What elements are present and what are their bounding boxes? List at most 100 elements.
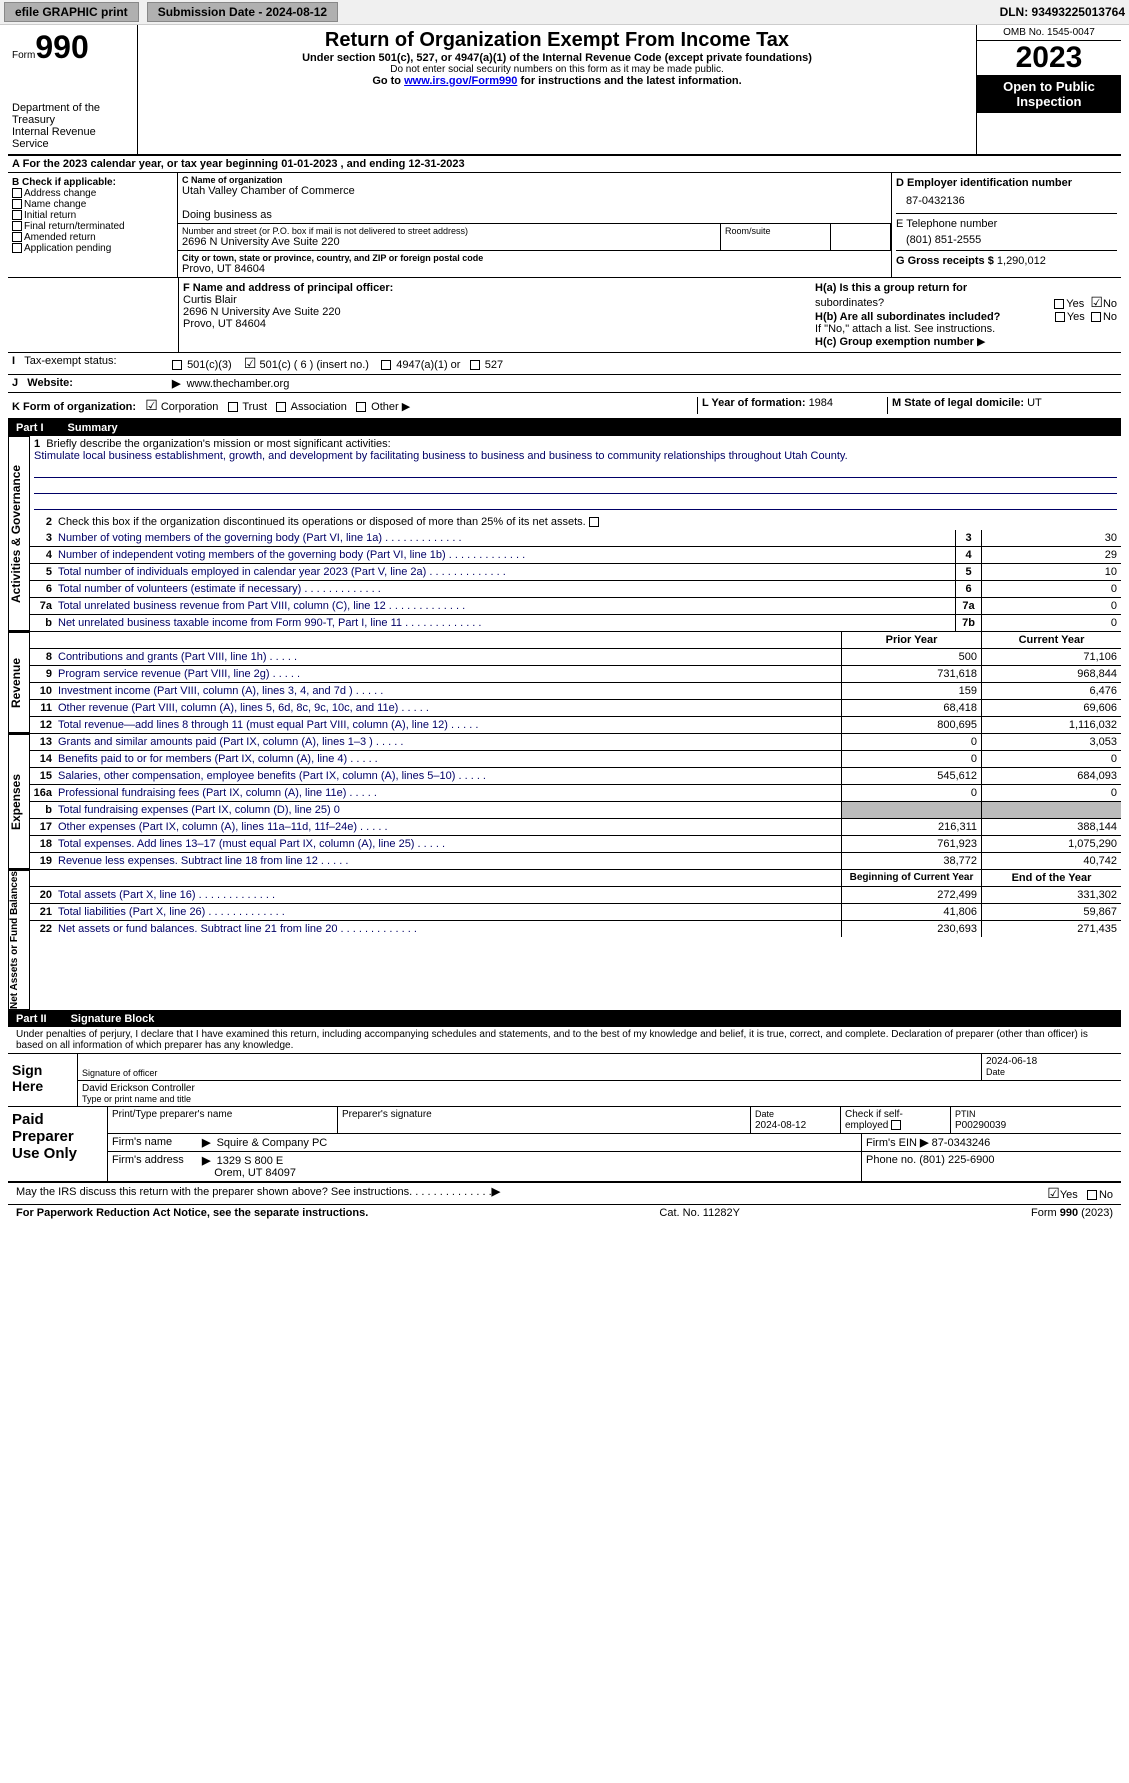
gross-receipts: G Gross receipts $ 1,290,012 (896, 250, 1117, 267)
ha-yes-checkbox[interactable] (1054, 299, 1064, 309)
vtab-activities: Activities & Governance (8, 436, 30, 631)
goto-after: for instructions and the latest informat… (517, 75, 741, 87)
net-header: Beginning of Current Year End of the Yea… (30, 870, 1121, 886)
sig-row2: David Erickson Controller Type or print … (78, 1081, 1121, 1106)
sig-date-value: 2024-06-18 (986, 1056, 1117, 1067)
firm-name-value: Squire & Company PC (217, 1137, 328, 1149)
dba-label: Doing business as (182, 209, 887, 221)
discuss-row: May the IRS discuss this return with the… (8, 1183, 1121, 1204)
room-label: Room/suite (725, 226, 826, 236)
checkbox-final-return[interactable]: Final return/terminated (12, 221, 173, 232)
expense-line: 19Revenue less expenses. Subtract line 1… (30, 852, 1121, 869)
gross-label: G Gross receipts $ (896, 255, 994, 267)
efile-print-button[interactable]: efile GRAPHIC print (4, 2, 139, 22)
checkbox-application-pending[interactable]: Application pending (12, 243, 173, 254)
prep-sig-label: Preparer's signature (338, 1107, 751, 1133)
section-j-row: J Website: ▶ www.thechamber.org (8, 375, 1121, 393)
revenue-line: 9Program service revenue (Part VIII, lin… (30, 665, 1121, 682)
trust-checkbox[interactable] (228, 402, 238, 412)
revenue-line: 10Investment income (Part VIII, column (… (30, 682, 1121, 699)
hb-line: H(b) Are all subordinates included? Yes … (815, 311, 1117, 323)
revenue-line: 12Total revenue—add lines 8 through 11 (… (30, 716, 1121, 733)
expense-line: 14Benefits paid to or for members (Part … (30, 750, 1121, 767)
paid-preparer-body: Print/Type preparer's name Preparer's si… (108, 1107, 1121, 1181)
address: 2696 N University Ave Suite 220 (182, 236, 716, 248)
tax-exempt-label: Tax-exempt status: (24, 355, 116, 367)
paid-row1: Print/Type preparer's name Preparer's si… (108, 1107, 1121, 1134)
firm-ein-cell: Firm's EIN ▶ 87-0343246 (861, 1134, 1121, 1151)
corp-check: ☑ (145, 397, 158, 413)
other-checkbox[interactable] (356, 402, 366, 412)
submission-date-button[interactable]: Submission Date - 2024-08-12 (147, 2, 338, 22)
net-assets-section: Net Assets or Fund Balances Beginning of… (8, 869, 1121, 1011)
hb-yes-checkbox[interactable] (1055, 312, 1065, 322)
form-label: Form (12, 50, 35, 61)
org-name: Utah Valley Chamber of Commerce (182, 185, 887, 197)
line2-desc: Check this box if the organization disco… (54, 514, 1121, 530)
ha-line2: subordinates? Yes ☑No (815, 294, 1117, 311)
end-year-header: End of the Year (981, 870, 1121, 886)
checkbox-amended-return[interactable]: Amended return (12, 232, 173, 243)
sig-date-cell: 2024-06-18 Date (981, 1054, 1121, 1080)
sign-here-table: Sign Here Signature of officer 2024-06-1… (8, 1053, 1121, 1106)
state-domicile: M State of legal domicile: UT (887, 397, 1117, 414)
checkbox-initial-return[interactable]: Initial return (12, 210, 173, 221)
irs-link[interactable]: www.irs.gov/Form990 (404, 75, 517, 87)
omb-number: OMB No. 1545-0047 (977, 25, 1121, 41)
summary-line: 3Number of voting members of the governi… (30, 530, 1121, 546)
501c3-checkbox[interactable] (172, 360, 182, 370)
hc-line: H(c) Group exemption number ▶ (815, 335, 1117, 348)
hb-no-checkbox[interactable] (1091, 312, 1101, 322)
part2-title: Signature Block (71, 1013, 155, 1025)
summary-line: bNet unrelated business taxable income f… (30, 614, 1121, 631)
footer-row: For Paperwork Reduction Act Notice, see … (8, 1204, 1121, 1221)
section-k-row: K Form of organization: ☑ Corporation Tr… (8, 393, 1121, 420)
officer-label: F Name and address of principal officer: (183, 282, 807, 294)
form-container: Form990 Department of the Treasury Inter… (0, 25, 1129, 1221)
website-label: Website: (27, 377, 73, 389)
ha-label: H(a) Is this a group return for (815, 282, 967, 294)
expense-line: 17Other expenses (Part IX, column (A), l… (30, 818, 1121, 835)
hb-note: If "No," attach a list. See instructions… (815, 323, 1117, 335)
net-asset-line: 21Total liabilities (Part X, line 26)41,… (30, 903, 1121, 920)
checkbox-address-change[interactable]: Address change (12, 188, 173, 199)
sign-here-body: Signature of officer 2024-06-18 Date Dav… (78, 1054, 1121, 1106)
section-i-row: I Tax-exempt status: 501(c)(3) ☑ 501(c) … (8, 353, 1121, 375)
line2-checkbox[interactable] (589, 517, 599, 527)
section-b-label: B Check if applicable: (12, 177, 173, 188)
assoc-checkbox[interactable] (276, 402, 286, 412)
begin-year-header: Beginning of Current Year (841, 870, 981, 886)
prep-name-label: Print/Type preparer's name (108, 1107, 338, 1133)
expense-line: 13Grants and similar amounts paid (Part … (30, 734, 1121, 750)
blank-line (34, 480, 1117, 494)
firm-city-value: Orem, UT 84097 (214, 1167, 296, 1179)
527-checkbox[interactable] (470, 360, 480, 370)
paid-preparer-table: Paid Preparer Use Only Print/Type prepar… (8, 1106, 1121, 1183)
form-org-options: K Form of organization: ☑ Corporation Tr… (12, 397, 697, 414)
net-asset-line: 22Net assets or fund balances. Subtract … (30, 920, 1121, 937)
discuss-text: May the IRS discuss this return with the… (16, 1186, 412, 1198)
line1-label: Briefly describe the organization's miss… (46, 438, 390, 450)
checkbox-name-change[interactable]: Name change (12, 199, 173, 210)
expense-line: bTotal fundraising expenses (Part IX, co… (30, 801, 1121, 818)
officer-addr: 2696 N University Ave Suite 220 (183, 306, 807, 318)
website-value: ▶ www.thechamber.org (172, 377, 1117, 390)
part1-num: Part I (16, 422, 44, 434)
gross-value: 1,290,012 (997, 255, 1046, 267)
discuss-options: ☑Yes No (1047, 1185, 1113, 1202)
section-bcd-row: B Check if applicable: Address change Na… (8, 173, 1121, 278)
top-toolbar: efile GRAPHIC print Submission Date - 20… (0, 0, 1129, 25)
self-employed-checkbox[interactable] (891, 1120, 901, 1130)
paid-preparer-label: Paid Preparer Use Only (8, 1107, 108, 1181)
discuss-yes-check: ☑ (1047, 1185, 1060, 1201)
paid-row2: Firm's name ▶ Squire & Company PC Firm's… (108, 1134, 1121, 1152)
vtab-expenses: Expenses (8, 734, 30, 869)
discuss-no-checkbox[interactable] (1087, 1190, 1097, 1200)
firm-addr-label: Firm's address (108, 1152, 198, 1181)
city-label: City or town, state or province, country… (182, 253, 887, 263)
goto-line: Go to www.irs.gov/Form990 for instructio… (146, 75, 968, 87)
expenses-section: Expenses 13Grants and similar amounts pa… (8, 733, 1121, 869)
4947-checkbox[interactable] (381, 360, 391, 370)
mission-text: Stimulate local business establishment, … (34, 450, 848, 462)
line2: 2 Check this box if the organization dis… (30, 514, 1121, 530)
